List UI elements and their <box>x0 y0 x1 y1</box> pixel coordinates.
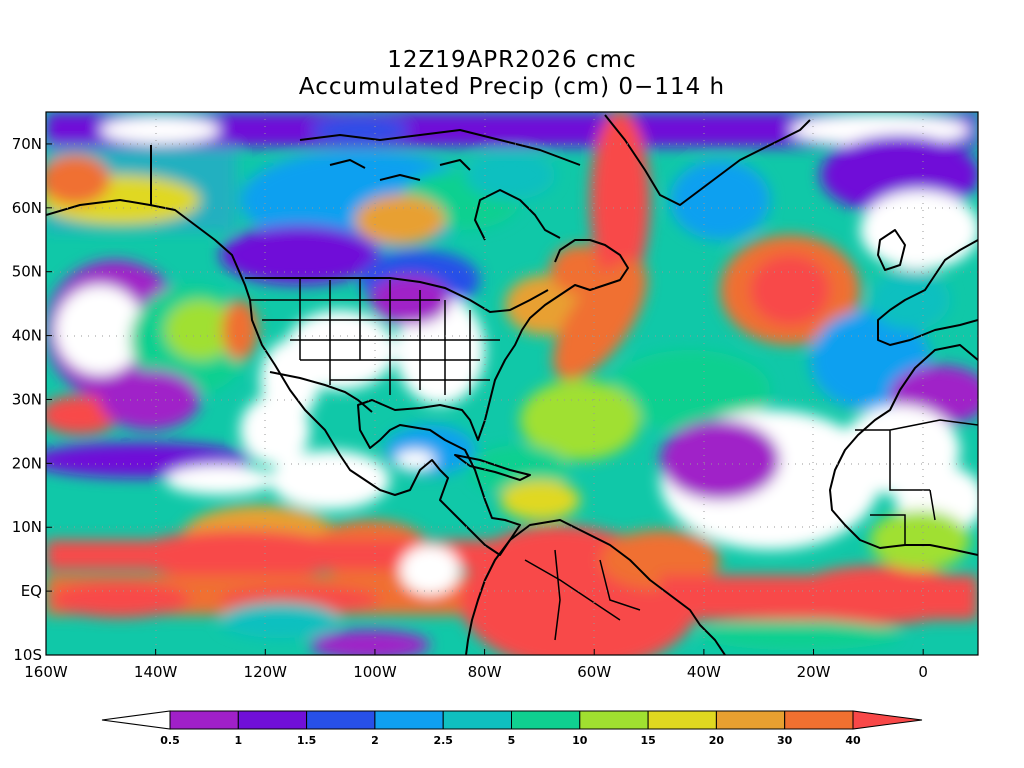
lon-label: 100W <box>353 663 397 681</box>
europe-coast <box>877 239 978 346</box>
lat-label: 20N <box>12 454 42 472</box>
us-mexico-border <box>269 371 373 413</box>
colorbar-label: 10 <box>572 734 588 747</box>
colorbar-label: 1 <box>234 734 242 747</box>
us-state-lines <box>250 278 500 395</box>
colorbar-label: 40 <box>845 734 861 747</box>
colorbar-swatch <box>374 710 444 730</box>
lat-label: 30N <box>12 390 42 408</box>
south-america-borders <box>524 549 641 641</box>
colorbar-high-arrow <box>852 710 923 730</box>
lon-label: 120W <box>244 663 288 681</box>
colorbar-swatch <box>442 710 513 730</box>
lon-label: 60W <box>577 663 611 681</box>
latitude-labels: 70N 60N 50N 40N 30N 20N 10N EQ 10S <box>12 135 52 664</box>
colorbar-label: 0.5 <box>160 734 180 747</box>
uk-coast <box>877 229 906 271</box>
lat-label: 60N <box>12 199 42 217</box>
colorbar-label: 2 <box>371 734 379 747</box>
lat-label: 10N <box>12 518 42 536</box>
lon-label: 40W <box>687 663 721 681</box>
precip-blobs <box>46 112 978 655</box>
colorbar-swatch <box>511 710 581 730</box>
lat-label: 10S <box>13 646 42 664</box>
colorbar-label: 5 <box>508 734 516 747</box>
lat-label: 50N <box>12 263 42 281</box>
colorbar-label: 30 <box>777 734 793 747</box>
africa-borders <box>855 419 978 545</box>
colorbar-swatch <box>784 710 854 730</box>
lat-label: EQ <box>21 582 42 600</box>
colorbar-swatch <box>715 710 786 730</box>
map-subtitle: Accumulated Precip (cm) 0−114 h <box>298 74 726 100</box>
lon-label: 0 <box>918 663 928 681</box>
map-frame <box>45 111 979 656</box>
lon-label: 20W <box>797 663 831 681</box>
cuba-coast <box>454 454 531 481</box>
lon-label: 140W <box>134 663 178 681</box>
colorbar-label: 1.5 <box>297 734 317 747</box>
lon-label: 80W <box>468 663 502 681</box>
lat-label: 70N <box>12 135 42 153</box>
arctic-islands <box>299 129 581 181</box>
lon-label: 160W <box>24 663 68 681</box>
colorbar: 0.5 1 1.5 2 2.5 5 10 15 20 30 40 <box>101 710 923 747</box>
north-america-coast <box>46 199 629 556</box>
lat-label: 40N <box>12 327 42 345</box>
map-title: 12Z19APR2026 cmc <box>387 47 637 73</box>
south-america-coast <box>465 519 726 655</box>
colorbar-label: 20 <box>709 734 725 747</box>
colorbar-label: 15 <box>640 734 655 747</box>
colorbar-swatch <box>169 710 239 730</box>
precip-field <box>46 112 978 655</box>
colorbar-swatch <box>579 710 649 730</box>
us-canada-border <box>245 277 549 314</box>
colorbar-swatch <box>647 710 717 730</box>
hudson-bay-coast <box>474 189 561 241</box>
colorbar-low-arrow <box>101 710 171 730</box>
longitude-labels: 160W 140W 120W 100W 80W 60W 40W 20W 0 <box>24 649 928 681</box>
greenland-coast <box>604 114 811 206</box>
colorbar-label: 2.5 <box>433 734 453 747</box>
political-boundaries <box>150 145 978 641</box>
colorbar-swatch <box>237 710 308 730</box>
colorbar-swatch <box>306 710 376 730</box>
